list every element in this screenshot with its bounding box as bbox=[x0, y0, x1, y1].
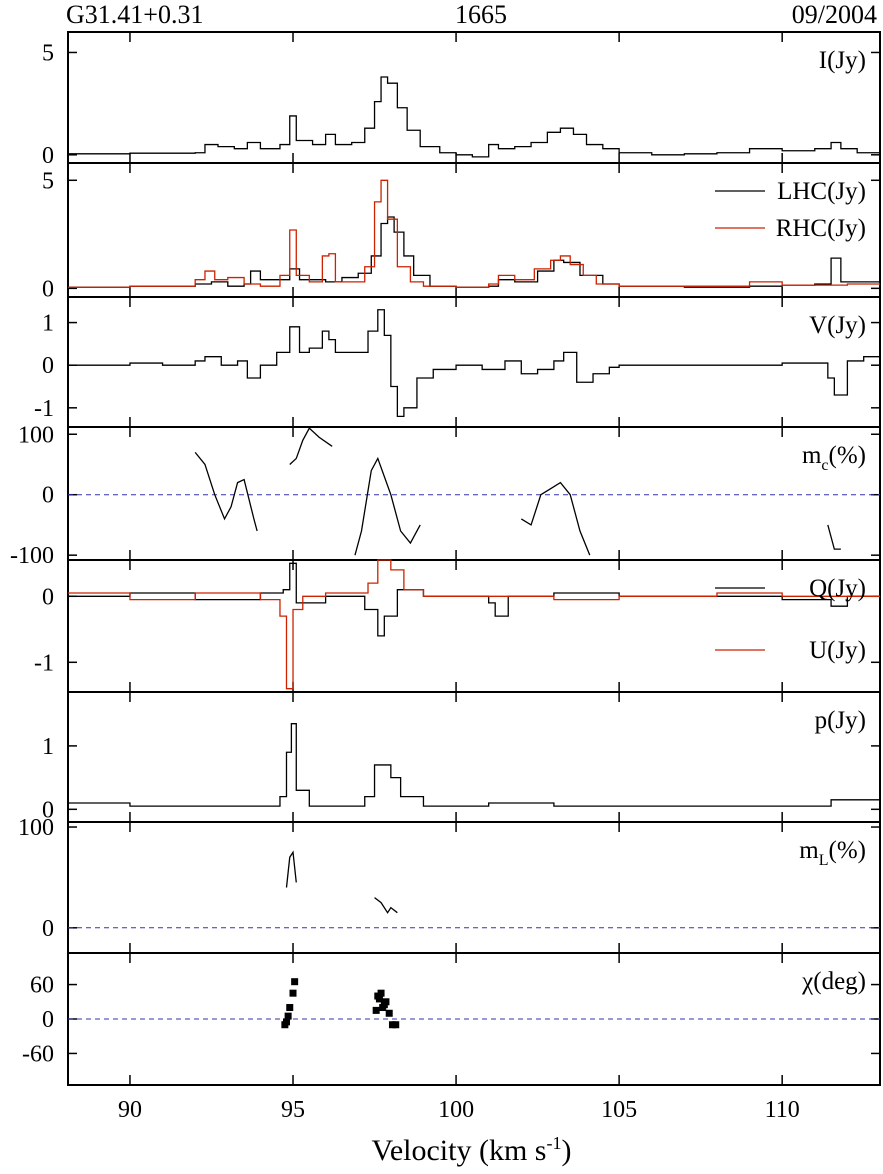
data-point bbox=[375, 995, 383, 1003]
source-name: G31.41+0.31 bbox=[66, 0, 204, 29]
panel-frame-mL bbox=[67, 821, 881, 954]
segment-line bbox=[374, 897, 398, 914]
data-point bbox=[282, 1018, 290, 1026]
data-point bbox=[284, 1012, 292, 1020]
y-tick-label: 0 bbox=[42, 353, 54, 379]
segment-line bbox=[354, 456, 421, 556]
x-axis-label: Velocity (km s-1) bbox=[371, 1133, 572, 1167]
y-tick-label: 100 bbox=[18, 815, 54, 841]
x-tick-label: 90 bbox=[118, 1097, 142, 1123]
y-tick-label: 0 bbox=[42, 797, 54, 823]
legend-label: Q(Jy) bbox=[809, 575, 866, 602]
y-tick-label: 60 bbox=[30, 973, 54, 999]
series-line-RHC(Jy) bbox=[68, 179, 880, 288]
panel-label-chi: χ(deg) bbox=[801, 968, 866, 995]
data-point bbox=[291, 978, 299, 986]
panel-frame-V bbox=[67, 296, 881, 428]
y-tick-label: 0 bbox=[42, 483, 54, 509]
y-tick-label: -100 bbox=[10, 543, 54, 569]
panel-frame-p bbox=[67, 691, 881, 823]
y-tick-label: 5 bbox=[42, 168, 54, 194]
series-line-I(Jy) bbox=[68, 76, 880, 158]
panel-label-mc: mc(%) bbox=[802, 442, 866, 474]
series-line-U(Jy) bbox=[68, 559, 880, 690]
data-point bbox=[289, 989, 297, 997]
segment-line bbox=[289, 427, 333, 465]
y-tick-label: -60 bbox=[22, 1041, 54, 1067]
x-tick-label: 105 bbox=[601, 1097, 637, 1123]
y-tick-label: 0 bbox=[42, 584, 54, 610]
x-tick-label: 100 bbox=[438, 1097, 474, 1123]
y-tick-label: 1 bbox=[42, 734, 54, 760]
panel-label-mL: mL(%) bbox=[799, 837, 866, 869]
series-line-p(Jy) bbox=[68, 723, 881, 807]
panel-frame-mc bbox=[67, 426, 881, 561]
data-point bbox=[372, 1006, 380, 1014]
legend-label: U(Jy) bbox=[809, 637, 866, 664]
y-tick-label: 0 bbox=[42, 916, 54, 942]
x-tick-label: 95 bbox=[281, 1097, 305, 1123]
segment-line bbox=[194, 451, 258, 532]
y-tick-label: 1 bbox=[42, 311, 54, 337]
y-tick-label: -1 bbox=[34, 650, 54, 676]
epoch-date: 09/2004 bbox=[791, 0, 877, 29]
panel-label-I: I(Jy) bbox=[819, 47, 866, 74]
panel-label-V: V(Jy) bbox=[809, 312, 866, 339]
y-tick-label: 5 bbox=[42, 40, 54, 66]
series-line-V(Jy) bbox=[68, 309, 881, 417]
data-point bbox=[392, 1021, 400, 1029]
legend-label: LHC(Jy) bbox=[777, 178, 866, 205]
panel-frame-I bbox=[67, 31, 881, 164]
panel-label-p: p(Jy) bbox=[815, 707, 866, 734]
panel-frame-QU bbox=[67, 559, 881, 693]
segment-line bbox=[827, 524, 841, 550]
y-tick-label: 100 bbox=[18, 422, 54, 448]
data-point bbox=[382, 998, 390, 1006]
series-line-LHC(Jy) bbox=[68, 216, 881, 288]
y-tick-label: 0 bbox=[42, 143, 54, 169]
panel-frame-LHC-RHC bbox=[67, 162, 881, 298]
y-tick-label: -1 bbox=[34, 396, 54, 422]
segment-line bbox=[520, 481, 591, 556]
data-point bbox=[286, 1004, 294, 1012]
series-line-Q(Jy) bbox=[68, 562, 881, 637]
data-point bbox=[377, 989, 385, 997]
segment-line bbox=[285, 850, 297, 888]
y-tick-label: 0 bbox=[42, 1007, 54, 1033]
x-tick-label: 110 bbox=[765, 1097, 800, 1123]
frequency-label: 1665 bbox=[455, 0, 507, 29]
data-point bbox=[385, 1009, 393, 1017]
legend-label: RHC(Jy) bbox=[776, 215, 866, 242]
y-tick-label: 0 bbox=[42, 276, 54, 302]
